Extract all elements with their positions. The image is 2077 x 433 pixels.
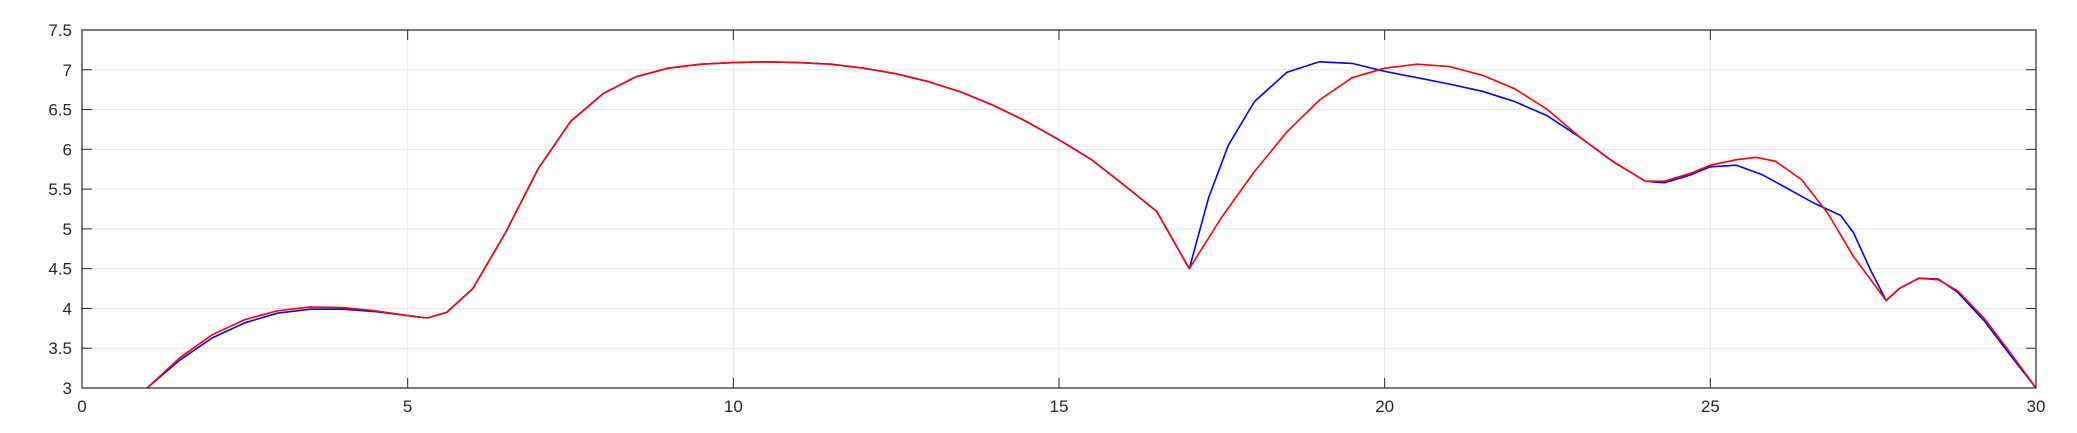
y-tick-label: 6 xyxy=(63,140,72,159)
series-line-red xyxy=(146,60,2037,389)
x-tick-label: 5 xyxy=(403,397,412,416)
series-layer xyxy=(146,60,2037,389)
x-tick-label: 20 xyxy=(1375,397,1394,416)
series-line-blue xyxy=(146,60,2037,389)
x-tick-label: 0 xyxy=(77,397,86,416)
y-tick-label: 3.5 xyxy=(48,339,72,358)
y-tick-label: 7.5 xyxy=(48,21,72,40)
y-tick-label: 3 xyxy=(63,379,72,398)
x-tick-label: 25 xyxy=(1701,397,1720,416)
y-tick-label: 5.5 xyxy=(48,180,72,199)
y-tick-label: 6.5 xyxy=(48,101,72,120)
x-tick-label: 30 xyxy=(2027,397,2046,416)
y-tick-label: 4 xyxy=(63,299,72,318)
x-tick-label: 15 xyxy=(1050,397,1069,416)
ticks xyxy=(81,29,2037,389)
y-tick-label: 5 xyxy=(63,220,72,239)
grid xyxy=(81,29,2037,389)
x-axis-tick-labels: 0 5 10 15 20 25 30 xyxy=(77,397,2045,416)
y-axis-tick-labels: 3 3.5 4 4.5 5 5.5 6 6.5 7 7.5 xyxy=(48,21,72,398)
x-tick-label: 10 xyxy=(724,397,743,416)
y-tick-label: 4.5 xyxy=(48,260,72,279)
y-tick-label: 7 xyxy=(63,61,72,80)
